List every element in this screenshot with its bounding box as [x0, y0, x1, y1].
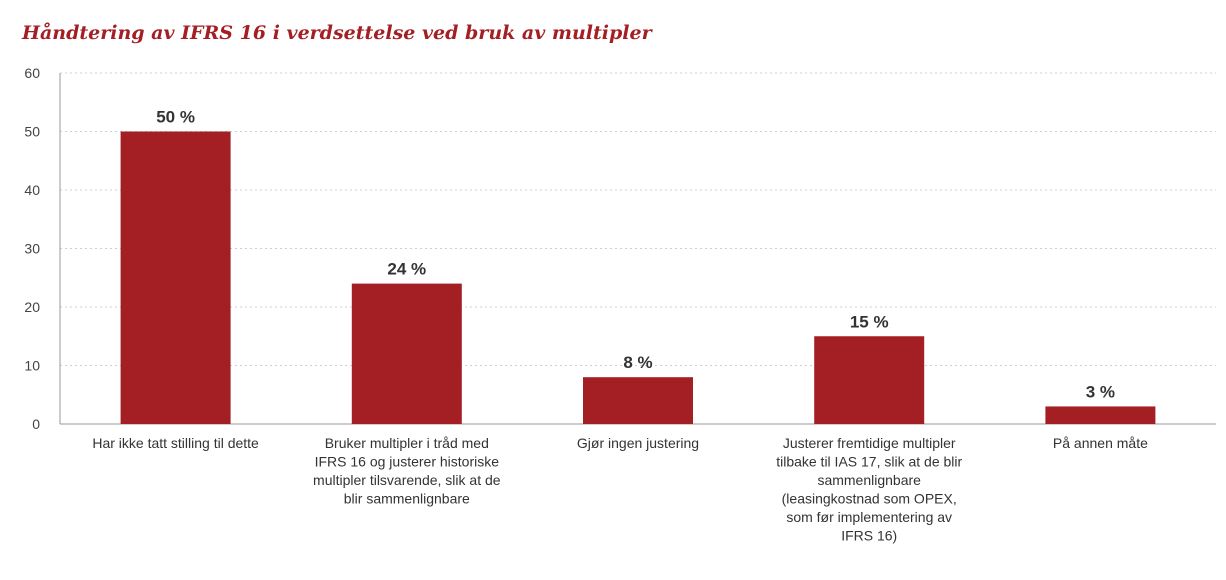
data-label: 8 %	[623, 353, 652, 372]
bar	[120, 131, 231, 424]
data-label: 3 %	[1086, 382, 1115, 401]
y-tick-label: 40	[24, 182, 40, 198]
bar	[351, 283, 462, 424]
x-category-label: På annen måte	[1053, 435, 1148, 451]
x-category-label: Bruker multipler i tråd med IFRS 16 og ju…	[313, 435, 501, 507]
data-label: 15 %	[850, 312, 889, 331]
chart-title: Håndtering av IFRS 16 i verdsettelse ved…	[22, 22, 652, 44]
y-tick-label: 20	[24, 299, 40, 315]
y-tick-label: 0	[32, 416, 40, 432]
bar	[814, 336, 925, 424]
y-tick-label: 50	[24, 124, 40, 140]
data-label: 24 %	[387, 260, 426, 279]
y-tick-label: 10	[24, 358, 40, 374]
data-label: 50 %	[156, 108, 195, 127]
x-category-label: Justerer fremtidige multipler tilbake til…	[776, 435, 962, 544]
bar	[583, 377, 693, 424]
y-tick-label: 30	[24, 241, 40, 257]
bar	[1045, 406, 1156, 424]
x-category-label: Gjør ingen justering	[577, 435, 699, 451]
x-category-label: Har ikke tatt stilling til dette	[92, 435, 259, 451]
y-tick-label: 60	[24, 65, 40, 81]
